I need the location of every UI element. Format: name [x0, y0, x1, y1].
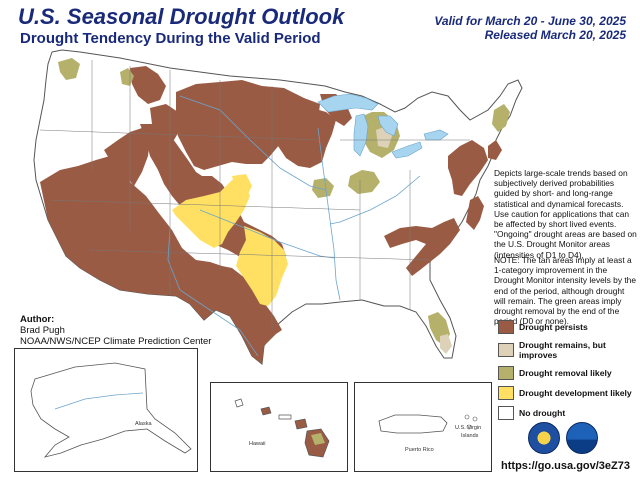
alaska-inset: Alaska	[14, 348, 198, 472]
legend-item-no-drought: No drought	[498, 406, 638, 420]
southwest-persist	[40, 156, 282, 364]
missouri-river	[179, 95, 327, 191]
wyoming-persist	[150, 104, 182, 140]
virgin-island-1	[464, 414, 470, 420]
legend-swatch-development	[498, 386, 514, 400]
outlook-url[interactable]: https://go.usa.gov/3eZ73	[501, 460, 630, 472]
map-title: U.S. Seasonal Drought Outlook	[18, 4, 345, 29]
legend-swatch-no-drought	[498, 406, 514, 420]
legend-label-no-drought: No drought	[519, 408, 566, 418]
legend-label-persists: Drought persists	[519, 322, 588, 332]
map-subtitle: Drought Tendency During the Valid Period	[20, 30, 321, 47]
legend-item-persists: Drought persists	[498, 320, 638, 334]
state-line-7	[49, 199, 361, 211]
note-text: NOTE: The tan areas imply at least a 1-c…	[494, 255, 636, 327]
florida-improves	[440, 334, 452, 354]
northeast-persist	[448, 140, 488, 196]
molokai	[278, 414, 292, 420]
ne-corridor-persist	[466, 196, 484, 230]
author-heading: Author:	[20, 314, 55, 325]
great-lakes	[317, 93, 449, 159]
alaska-outline	[30, 362, 192, 458]
northern-plains-persist	[176, 80, 320, 170]
virgin-islands-label-1: U.S. Virgin	[455, 425, 482, 431]
legend-swatch-improves	[498, 343, 514, 357]
alaska-map	[30, 362, 192, 458]
lake-erie	[391, 141, 423, 159]
maui	[294, 418, 308, 430]
montana-persist	[130, 66, 166, 104]
legend-label-development: Drought development likely	[519, 388, 632, 398]
legend-item-removal: Drought removal likely	[498, 366, 638, 380]
valid-period: Valid for March 20 - June 30, 2025	[434, 14, 626, 28]
state-line-8	[89, 249, 431, 261]
lake-huron	[377, 115, 399, 137]
author-name: Brad Pugh	[20, 325, 65, 336]
mississippi-river	[317, 127, 341, 301]
noaa-logo-icon	[566, 422, 598, 454]
new-england-persist	[488, 140, 502, 160]
pnw-removal	[58, 58, 80, 80]
big-island-removal	[311, 433, 325, 445]
kauai	[234, 398, 244, 408]
hawaii-label: Hawaii	[249, 441, 266, 447]
hawaii-map	[234, 398, 330, 458]
hawaii-inset: Hawaii	[210, 382, 348, 472]
southeast-persist	[384, 218, 460, 276]
legend-item-development: Drought development likely	[498, 386, 638, 400]
legend-swatch-persists	[498, 320, 514, 334]
legend: Drought persists Drought remains, but im…	[498, 320, 638, 426]
puerto-rico-label: Puerto Rico	[405, 447, 434, 453]
rio-grande	[167, 227, 259, 357]
legend-swatch-removal	[498, 366, 514, 380]
puerto-rico-inset: Puerto Rico U.S. Virgin Islands	[354, 382, 492, 472]
state-lines	[39, 60, 470, 330]
rivers	[167, 95, 421, 357]
yukon-river	[54, 392, 144, 410]
great-basin-persist	[104, 128, 150, 186]
virgin-island-2	[472, 416, 478, 422]
state-line-6	[39, 129, 321, 141]
commerce-seal-icon	[528, 422, 560, 454]
oklahoma-development	[236, 226, 288, 306]
alaska-label: Alaska	[135, 421, 152, 427]
legend-label-removal: Drought removal likely	[519, 368, 612, 378]
illinois-removal	[312, 178, 334, 198]
release-date: Released March 20, 2025	[484, 28, 626, 42]
new-england-removal	[492, 104, 510, 132]
lake-michigan	[353, 113, 369, 157]
description-text: Depicts large-scale trends based on subj…	[494, 168, 637, 260]
ohio-removal	[348, 170, 380, 194]
virgin-islands-label-2: Islands	[461, 433, 479, 439]
virgin-island-3	[466, 424, 472, 430]
lake-ontario	[423, 129, 449, 141]
idaho-removal	[120, 68, 134, 86]
legend-label-improves: Drought remains, but improves	[519, 340, 606, 360]
ohio-river	[329, 175, 421, 225]
valid-dates: Valid for March 20 - June 30, 2025 Relea…	[434, 14, 626, 42]
author-block: Author: Brad Pugh NOAA/NWS/NCEP Climate …	[20, 314, 211, 347]
colorado-development	[232, 174, 252, 198]
puerto-rico-map	[378, 414, 478, 434]
lake-superior	[317, 93, 379, 113]
legend-item-improves: Drought remains, but improves	[498, 340, 638, 360]
oahu	[260, 406, 272, 416]
puerto-rico-outline	[378, 414, 448, 434]
author-org: NOAA/NWS/NCEP Climate Prediction Center	[20, 336, 212, 347]
